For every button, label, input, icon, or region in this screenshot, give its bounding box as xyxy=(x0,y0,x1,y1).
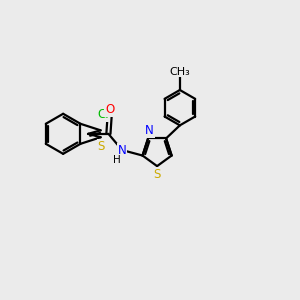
Text: S: S xyxy=(153,168,161,181)
Text: Cl: Cl xyxy=(97,108,109,121)
Text: N: N xyxy=(145,124,154,137)
Text: O: O xyxy=(105,103,114,116)
Text: N: N xyxy=(118,143,126,157)
Text: H: H xyxy=(113,155,121,165)
Text: CH₃: CH₃ xyxy=(169,67,190,76)
Text: S: S xyxy=(98,140,105,153)
